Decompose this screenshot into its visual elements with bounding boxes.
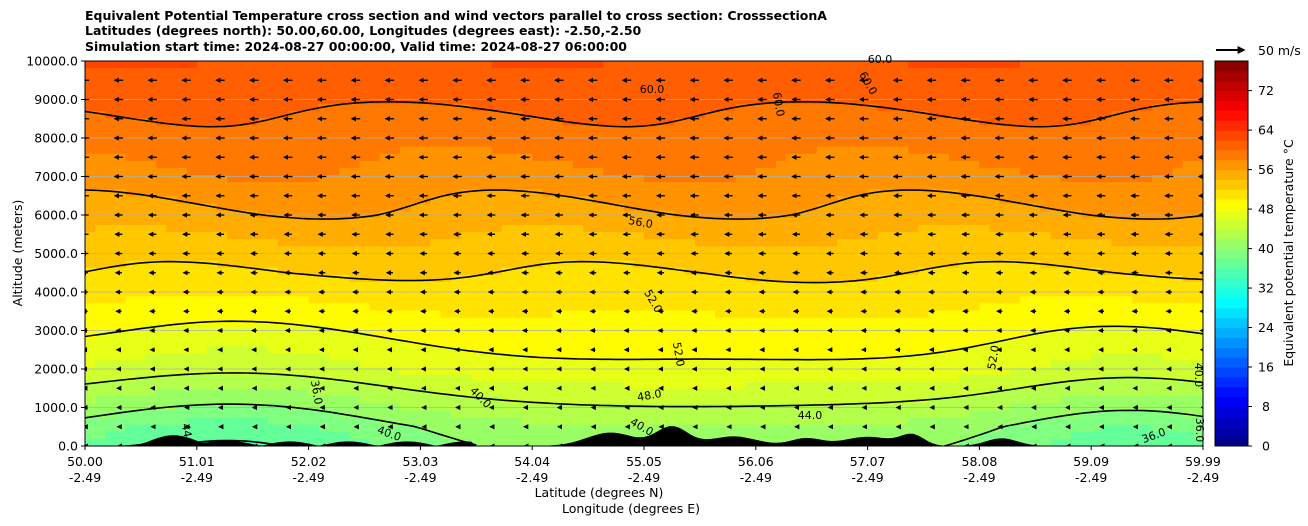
colorbar-tick-label: 64	[1258, 123, 1274, 138]
contour-label: 60.0	[770, 91, 787, 117]
x-tick-label-lat: 58.08	[962, 454, 998, 469]
theta-e-filled-contours	[85, 61, 1203, 446]
x-tick-label-lat: 52.02	[291, 454, 327, 469]
x-tick-label-lat: 54.04	[514, 454, 550, 469]
contour-lines	[85, 101, 1203, 446]
x-tick-label-lon: -2.49	[516, 470, 548, 485]
x-tick-label-lat: 50.00	[67, 454, 103, 469]
x-tick-label-lat: 59.99	[1185, 454, 1221, 469]
colorbar-tick-label: 48	[1258, 202, 1274, 217]
x-tick-label-lon: -2.49	[1187, 470, 1219, 485]
x-tick-label-lat: 59.09	[1073, 454, 1109, 469]
x-tick-label-lat: 51.01	[179, 454, 215, 469]
terrain-silhouette	[85, 426, 1203, 446]
x-tick-label-lat: 57.07	[850, 454, 886, 469]
x-axis-label-lon: Longitude (degrees E)	[562, 501, 700, 516]
contour-label: 44	[179, 422, 194, 438]
contour-label: 56.0	[627, 214, 653, 231]
y-tick-label: 3000.0	[34, 323, 78, 338]
chart-title-line-2: Latitudes (degrees north): 50.00,60.00, …	[85, 23, 642, 38]
y-tick-label: 7000.0	[34, 169, 78, 184]
x-tick-label-lat: 56.06	[738, 454, 774, 469]
colorbar-tick-label: 32	[1258, 281, 1274, 296]
contour-label: 36.0	[1193, 418, 1206, 443]
y-tick-label: 4000.0	[34, 285, 78, 300]
contour-label: 60.0	[640, 83, 665, 96]
chart-title-line-1: Equivalent Potential Temperature cross s…	[85, 8, 827, 23]
colorbar: 0 8 16 24 32 40 48 56 64 72	[1214, 60, 1274, 454]
y-axis-label: Altitude (meters)	[10, 200, 25, 307]
x-tick-label-lon: -2.49	[740, 470, 772, 485]
colorbar-tick-label: 8	[1262, 399, 1270, 414]
colorbar-label: Equivalent potential temperature °C	[1281, 139, 1296, 367]
contour-label: 48.0	[636, 387, 662, 404]
chart-title-line-3: Simulation start time: 2024-08-27 00:00:…	[85, 39, 627, 54]
y-tick-label: 2000.0	[34, 362, 78, 377]
colorbar-tick-label: 24	[1258, 320, 1274, 335]
x-tick-label-lon: -2.49	[628, 470, 660, 485]
x-tick-label-lon: -2.49	[292, 470, 324, 485]
colorbar-tick-label: 72	[1258, 83, 1274, 98]
x-axis-label-lat: Latitude (degrees N)	[535, 485, 664, 500]
horizontal-gridlines	[85, 61, 1203, 446]
wind-reference-label: 50 m/s	[1258, 43, 1301, 58]
x-axis: 50.00-2.4951.01-2.4952.02-2.4953.03-2.49…	[67, 446, 1221, 485]
y-tick-label: 10000.0	[26, 54, 78, 69]
wind-vectors	[85, 77, 1203, 446]
colorbar-tick-label: 56	[1258, 162, 1274, 177]
x-tick-label-lon: -2.49	[851, 470, 883, 485]
x-tick-label-lat: 55.05	[626, 454, 662, 469]
y-tick-label: 8000.0	[34, 131, 78, 146]
colorbar-tick-label: 40	[1258, 241, 1274, 256]
x-tick-label-lon: -2.49	[1075, 470, 1107, 485]
y-tick-label: 0.0	[58, 439, 78, 454]
contour-label: 44.0	[798, 409, 823, 422]
y-tick-label: 6000.0	[34, 208, 78, 223]
y-tick-label: 9000.0	[34, 92, 78, 107]
colorbar-tick-label: 16	[1258, 360, 1274, 375]
x-tick-label-lon: -2.49	[69, 470, 101, 485]
x-tick-label-lon: -2.49	[404, 470, 436, 485]
x-tick-label-lat: 53.03	[403, 454, 439, 469]
colorbar-tick-label: 0	[1262, 439, 1270, 454]
y-tick-label: 1000.0	[34, 400, 78, 415]
y-axis: 0.0 1000.0 2000.0 3000.0 4000.0 5000.0 6000.0 7…	[26, 54, 85, 454]
y-tick-label: 5000.0	[34, 246, 78, 261]
wind-reference-key: 50 m/s	[1216, 43, 1301, 58]
contour-label: 52.0	[670, 341, 687, 367]
x-tick-label-lon: -2.49	[181, 470, 213, 485]
contour-label: 60.0	[868, 53, 893, 66]
x-tick-label-lon: -2.49	[963, 470, 995, 485]
